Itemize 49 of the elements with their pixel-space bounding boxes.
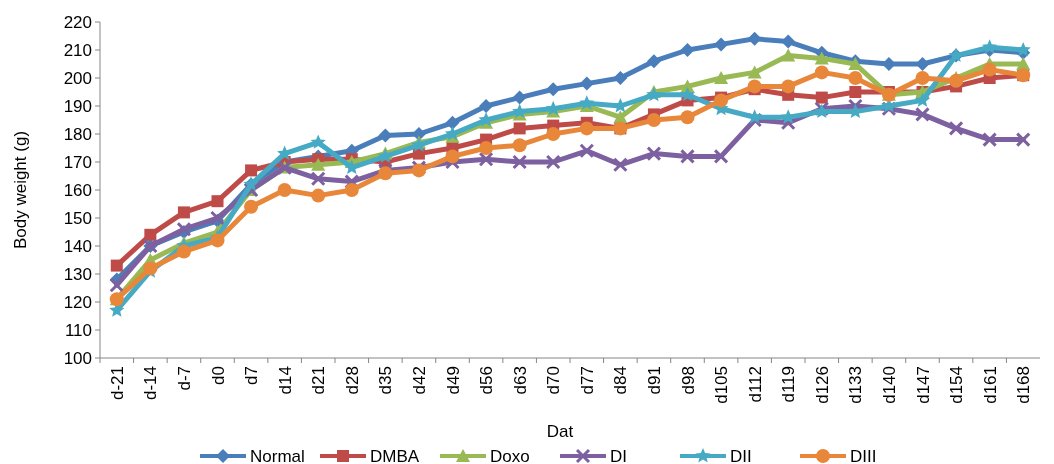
legend-label: Normal xyxy=(250,446,305,464)
y-tick-label: 200 xyxy=(63,68,92,88)
legend-label: DII xyxy=(730,446,752,464)
x-tick-label: d-14 xyxy=(141,366,161,401)
x-axis-title: Dat xyxy=(546,422,574,441)
y-tick-label: 150 xyxy=(63,208,92,228)
x-tick-label: d133 xyxy=(846,366,866,404)
y-axis-title: Body weight (g) xyxy=(11,130,30,250)
x-tick-label: d70 xyxy=(544,366,564,395)
x-tick-label: d105 xyxy=(712,366,732,404)
x-tick-label: d126 xyxy=(812,366,832,404)
x-tick-label: d21 xyxy=(309,366,329,395)
x-tick-label: d7 xyxy=(242,366,262,385)
y-tick-label: 210 xyxy=(63,40,92,60)
x-tick-label: d161 xyxy=(980,366,1000,404)
x-tick-label: d168 xyxy=(1014,366,1034,404)
x-tick-label: d35 xyxy=(376,366,396,395)
x-tick-label: d14 xyxy=(275,366,295,395)
x-tick-label: d84 xyxy=(611,366,631,395)
y-tick-label: 170 xyxy=(63,152,92,172)
x-tick-label: d119 xyxy=(779,366,799,403)
x-tick-label: d-21 xyxy=(107,366,127,401)
y-tick-label: 160 xyxy=(63,180,92,200)
x-tick-label: d49 xyxy=(443,366,463,395)
x-tick-label: d91 xyxy=(644,366,664,395)
y-tick-label: 120 xyxy=(63,292,92,312)
y-tick-label: 190 xyxy=(63,96,92,116)
y-tick-label: 100 xyxy=(63,348,92,368)
x-tick-label: d98 xyxy=(678,366,698,395)
y-tick-label: 180 xyxy=(63,124,92,144)
legend-label: DIII xyxy=(850,446,877,464)
x-tick-label: d28 xyxy=(342,366,362,395)
legend-label: DI xyxy=(610,446,627,464)
legend-label: DMBA xyxy=(370,446,420,464)
x-tick-label: d140 xyxy=(879,366,899,404)
x-tick-label: d147 xyxy=(913,366,933,404)
legend-label: Doxo xyxy=(490,446,530,464)
x-tick-label: d154 xyxy=(947,366,967,404)
y-tick-label: 140 xyxy=(63,236,92,256)
x-tick-label: d112 xyxy=(745,366,765,403)
y-tick-label: 220 xyxy=(63,12,92,32)
x-tick-label: d56 xyxy=(477,366,497,395)
x-tick-label: d77 xyxy=(577,366,597,395)
x-tick-label: d-7 xyxy=(174,366,194,391)
y-tick-label: 130 xyxy=(63,264,92,284)
y-tick-label: 110 xyxy=(64,320,92,340)
x-tick-label: d63 xyxy=(510,366,530,395)
x-tick-label: d0 xyxy=(208,366,228,385)
x-tick-label: d42 xyxy=(409,366,429,395)
